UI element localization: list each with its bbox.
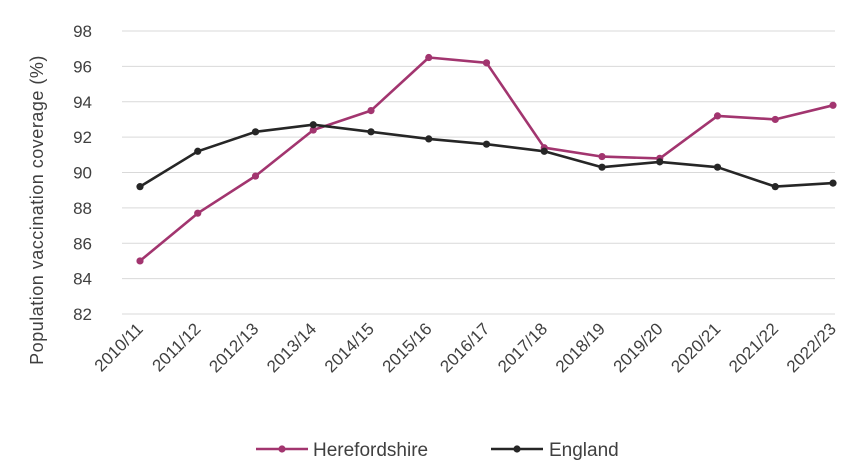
y-tick-label: 86 bbox=[73, 234, 92, 253]
data-point bbox=[482, 59, 491, 67]
y-axis-ticks: 82 84 86 88 90 92 94 96 98 bbox=[73, 22, 92, 324]
legend-marker bbox=[513, 445, 521, 453]
y-tick-label: 92 bbox=[73, 128, 92, 147]
data-point bbox=[713, 163, 722, 171]
legend-label: England bbox=[549, 440, 619, 461]
data-point bbox=[309, 121, 317, 129]
data-point bbox=[194, 209, 202, 217]
data-point bbox=[829, 179, 837, 187]
x-tick-label: 2010/11 bbox=[91, 319, 147, 375]
y-tick-label: 84 bbox=[73, 270, 92, 289]
gridlines bbox=[122, 30, 835, 315]
series-group bbox=[136, 53, 837, 265]
data-point bbox=[136, 183, 144, 191]
data-point bbox=[540, 147, 548, 155]
data-point bbox=[482, 140, 491, 148]
y-tick-label: 98 bbox=[73, 22, 92, 41]
x-tick-label: 2018/19 bbox=[552, 319, 609, 376]
data-point bbox=[309, 126, 317, 134]
data-point bbox=[598, 152, 606, 161]
data-point bbox=[771, 183, 779, 191]
legend-marker bbox=[278, 445, 286, 453]
data-point bbox=[367, 106, 375, 115]
y-tick-label: 94 bbox=[73, 93, 92, 112]
x-axis-ticks: 2010/11 2011/12 2012/13 2013/14 2014/15 2015/… bbox=[91, 319, 840, 376]
x-tick-label: 2016/17 bbox=[436, 319, 493, 376]
y-tick-label: 96 bbox=[73, 57, 92, 76]
data-point bbox=[136, 257, 144, 265]
y-axis-title: Population vaccination coverage (%) bbox=[27, 55, 47, 365]
data-point bbox=[367, 128, 375, 136]
data-point bbox=[251, 172, 260, 180]
data-point bbox=[829, 101, 837, 109]
data-point bbox=[251, 128, 260, 136]
legend-label: Herefordshire bbox=[313, 440, 428, 461]
x-tick-label: 2013/14 bbox=[263, 319, 320, 376]
data-point bbox=[194, 147, 202, 155]
series-line bbox=[138, 123, 835, 188]
data-point bbox=[713, 112, 722, 120]
legend: Herefordshire England bbox=[256, 440, 619, 461]
x-tick-label: 2021/22 bbox=[725, 319, 782, 376]
x-tick-label: 2017/18 bbox=[494, 319, 551, 376]
x-tick-label: 2019/20 bbox=[610, 319, 667, 376]
x-tick-label: 2015/16 bbox=[379, 319, 436, 376]
data-point bbox=[598, 163, 606, 171]
x-tick-label: 2020/21 bbox=[667, 319, 724, 376]
x-tick-label: 2022/23 bbox=[783, 319, 840, 376]
x-tick-label: 2011/12 bbox=[149, 319, 205, 375]
data-point bbox=[425, 135, 433, 143]
x-tick-label: 2012/13 bbox=[205, 319, 262, 376]
data-point bbox=[771, 115, 779, 124]
y-tick-label: 90 bbox=[73, 164, 92, 183]
data-point bbox=[425, 53, 433, 62]
x-tick-label: 2014/15 bbox=[321, 319, 378, 376]
data-point bbox=[656, 158, 664, 166]
series-line bbox=[138, 56, 835, 263]
y-tick-label: 82 bbox=[73, 305, 92, 324]
y-tick-label: 88 bbox=[73, 199, 92, 218]
